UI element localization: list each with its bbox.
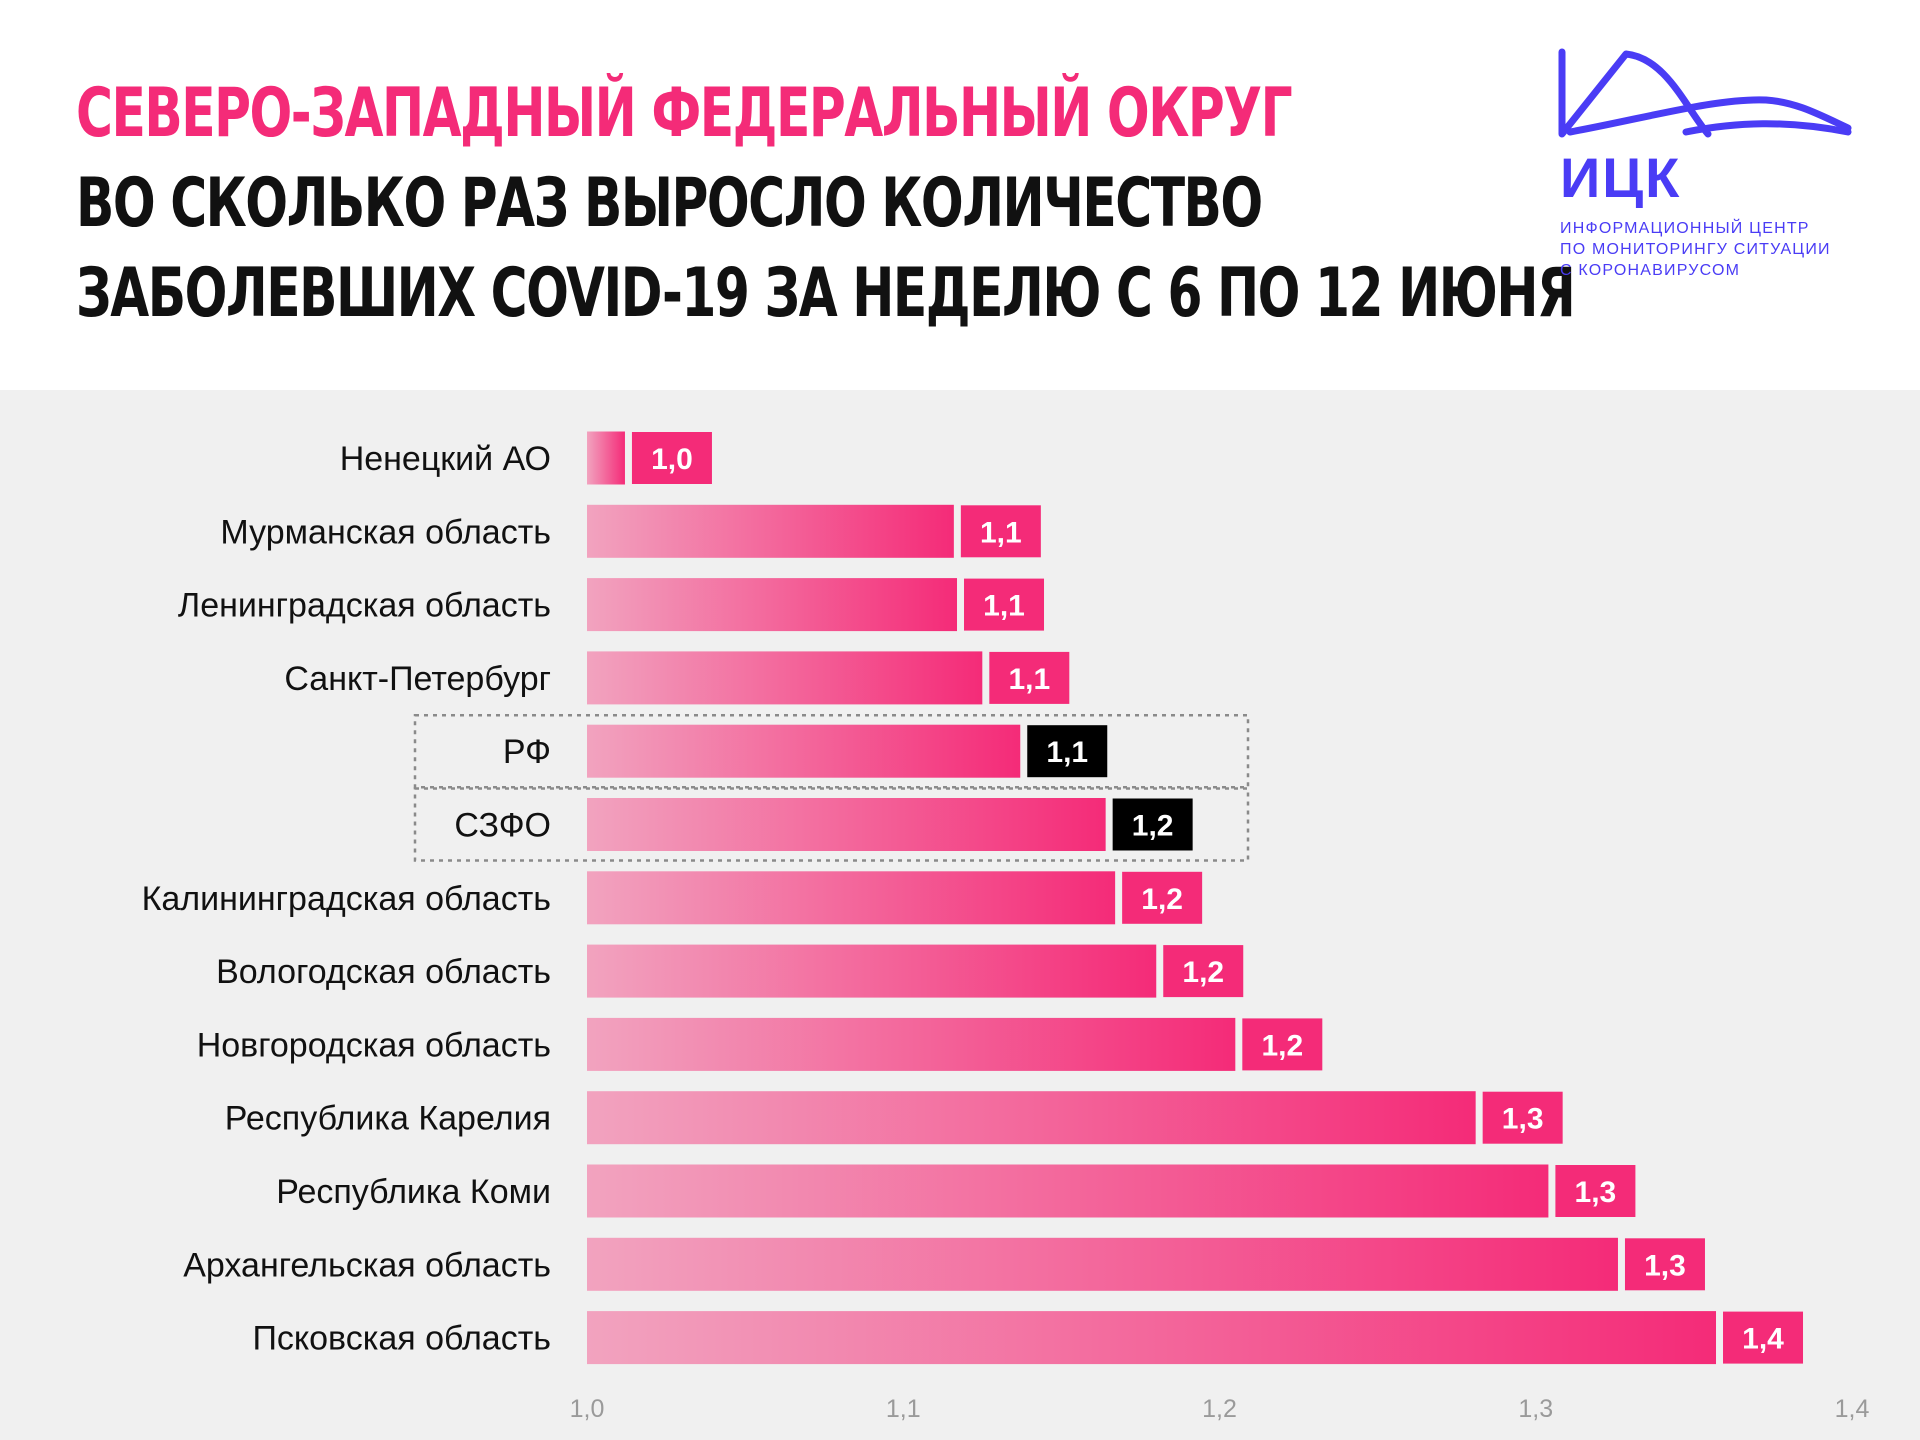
value-label: 1,1	[983, 590, 1025, 623]
bar	[587, 1311, 1717, 1365]
category-label: Республика Коми	[276, 1173, 551, 1211]
value-badge	[1482, 1091, 1563, 1144]
bar	[587, 578, 958, 632]
value-badge	[1122, 871, 1203, 924]
value-label: 1,4	[1742, 1323, 1784, 1356]
value-label: 1,1	[980, 516, 1022, 549]
value-badge	[1027, 725, 1108, 778]
highlight-box	[413, 713, 1250, 789]
logo-subtitle-line: С КОРОНАВИРУСОМ	[1560, 262, 1741, 279]
bar	[587, 1017, 1236, 1071]
highlight-box	[413, 787, 1250, 862]
category-label: Псковская область	[252, 1320, 551, 1358]
x-tick-label: 1,0	[570, 1395, 605, 1423]
value-badge	[1163, 945, 1244, 998]
value-label: 1,1	[1046, 736, 1088, 769]
category-label: Мурманская область	[220, 513, 551, 551]
value-badge	[1242, 1018, 1323, 1071]
value-label: 1,3	[1575, 1176, 1617, 1209]
value-badge	[1624, 1238, 1705, 1291]
bar	[587, 1164, 1549, 1218]
bar	[587, 1237, 1618, 1291]
value-label: 1,1	[1008, 663, 1050, 696]
category-label: СЗФО	[454, 807, 551, 845]
logo-subtitle-line: ПО МОНИТОРИНГУ СИТУАЦИИ	[1560, 241, 1831, 258]
category-label: Санкт-Петербург	[284, 660, 551, 698]
value-label: 1,2	[1182, 956, 1224, 989]
value-badge	[631, 432, 712, 484]
category-label: Новгородская область	[197, 1026, 551, 1064]
x-tick-label: 1,2	[1202, 1395, 1237, 1423]
value-label: 1,3	[1644, 1249, 1686, 1282]
value-label: 1,0	[651, 443, 693, 476]
value-badge	[989, 651, 1070, 704]
category-label: РФ	[503, 733, 551, 771]
value-badge	[1112, 798, 1193, 851]
chart-area: Ненецкий АО 1,0 Мурманская область 1,1 Ленин…	[0, 390, 1920, 1440]
wave-logo-icon	[1558, 48, 1852, 138]
bar	[587, 798, 1106, 851]
category-label: Архангельская область	[183, 1246, 551, 1284]
value-label: 1,2	[1261, 1029, 1303, 1062]
value-badge	[964, 578, 1045, 631]
category-label: Республика Карелия	[225, 1100, 551, 1138]
category-label: Вологодская область	[216, 953, 551, 991]
bar	[587, 431, 625, 485]
category-label: Ленинградская область	[178, 587, 551, 625]
value-label: 1,3	[1502, 1103, 1544, 1136]
x-tick-label: 1,4	[1835, 1395, 1870, 1423]
chart-title-line-2: ЗАБОЛЕВШИХ COVID-19 ЗА НЕДЕЛЮ С 6 ПО 12 …	[76, 254, 1576, 333]
value-badge	[1555, 1165, 1636, 1217]
value-badge	[1723, 1311, 1804, 1364]
value-label: 1,2	[1132, 810, 1174, 843]
category-label: Ненецкий АО	[340, 440, 551, 478]
chart-title-line-1: ВО СКОЛЬКО РАЗ ВЫРОСЛО КОЛИЧЕСТВО	[76, 164, 1263, 243]
category-label: Калининградская область	[142, 880, 551, 918]
bar	[587, 1091, 1476, 1145]
x-tick-label: 1,3	[1518, 1395, 1553, 1423]
bar	[587, 724, 1021, 778]
bar-chart: Ненецкий АО 1,0 Мурманская область 1,1 Ленин…	[142, 431, 1870, 1423]
logo-name: ИЦК	[1560, 146, 1682, 209]
bar	[587, 944, 1157, 998]
logo: ИЦК ИНФОРМАЦИОННЫЙ ЦЕНТР ПО МОНИТОРИНГУ …	[1556, 48, 1856, 288]
x-tick-label: 1,1	[886, 1395, 921, 1423]
region-title: СЕВЕРО-ЗАПАДНЫЙ ФЕДЕРАЛЬНЫЙ ОКРУГ	[76, 74, 1293, 153]
value-badge	[960, 505, 1041, 558]
logo-subtitle-line: ИНФОРМАЦИОННЫЙ ЦЕНТР	[1560, 220, 1810, 237]
header: СЕВЕРО-ЗАПАДНЫЙ ФЕДЕРАЛЬНЫЙ ОКРУГ ВО СКО…	[0, 0, 1920, 390]
value-label: 1,2	[1141, 883, 1183, 916]
bar	[587, 871, 1116, 925]
logo-subtitle: ИНФОРМАЦИОННЫЙ ЦЕНТР ПО МОНИТОРИНГУ СИТУ…	[1560, 218, 1831, 281]
bar	[587, 651, 983, 705]
bar	[587, 504, 954, 558]
